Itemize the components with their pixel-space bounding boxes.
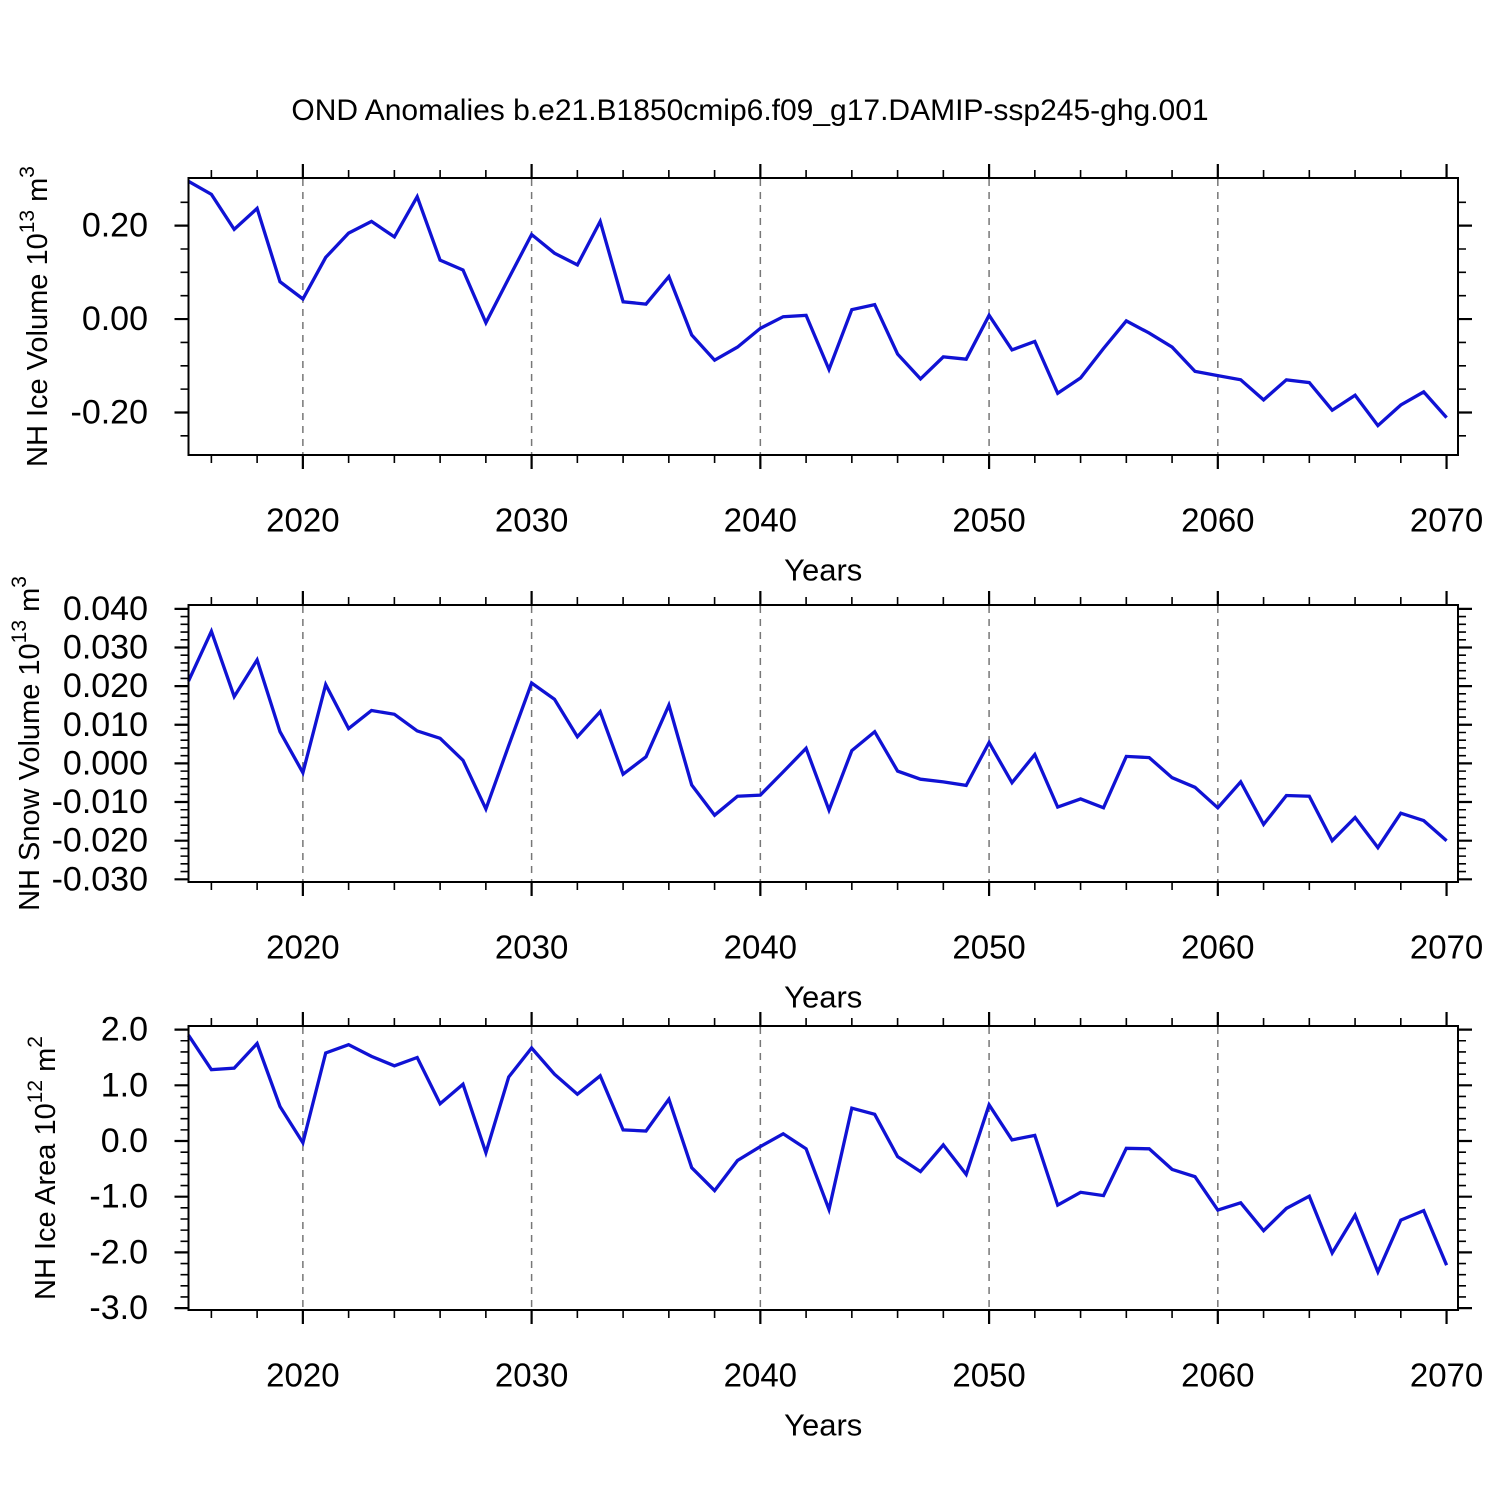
x-tick-label: 2040 [724,502,797,539]
x-axis-title: Years [784,980,862,1015]
y-tick-label: 0.020 [63,667,148,705]
major-ticks [174,1012,1472,1324]
y-tick-label: -0.20 [71,393,149,431]
chart-title: OND Anomalies b.e21.B1850cmip6.f09_g17.D… [291,94,1209,127]
minor-ticks [180,170,1466,463]
plot-frame [187,1025,1459,1311]
y-axis-title: NH Ice Area 1012 m2 [24,1036,63,1300]
nh-ice-area-line [187,1034,1449,1277]
x-tick-label: 2020 [266,502,339,539]
x-tick-label: 2030 [495,929,568,966]
x-tick-label: 2050 [952,929,1025,966]
y-axis-title: NH Ice Volume 1013 m3 [16,166,55,467]
y-tick-label: -1.0 [89,1178,148,1216]
major-ticks [174,591,1472,896]
y-tick-label: -0.020 [52,822,148,860]
plot-frame [187,177,1459,456]
y-tick-label: 0.040 [63,590,148,628]
plot-frame [187,604,1459,883]
x-tick-label: 2020 [266,929,339,966]
x-tick-label: 2050 [952,502,1025,539]
y-tick-label: 2.0 [101,1011,148,1049]
x-tick-label: 2040 [724,1357,797,1394]
x-tick-label: 2070 [1410,502,1483,539]
nh-ice-volume-line [187,179,1448,429]
x-tick-label: 2040 [724,929,797,966]
x-tick-label: 2030 [495,502,568,539]
x-axis-title: Years [784,553,862,588]
minor-ticks [180,1018,1466,1318]
y-tick-label: -2.0 [89,1233,148,1271]
y-tick-label: -3.0 [89,1289,148,1327]
y-tick-label: 0.010 [63,706,148,744]
x-tick-label: 2070 [1410,1357,1483,1394]
y-tick-label: 0.000 [63,744,148,782]
y-tick-label: 0.20 [82,207,148,245]
x-tick-label: 2060 [1181,929,1254,966]
nh-snow-volume-line [187,626,1448,851]
y-tick-label: -0.010 [52,783,148,821]
y-tick-label: -0.030 [52,860,148,898]
x-tick-label: 2030 [495,1357,568,1394]
x-tick-label: 2050 [952,1357,1025,1394]
major-ticks [174,164,1472,469]
x-tick-label: 2060 [1181,502,1254,539]
y-tick-label: 0.00 [82,300,148,338]
minor-ticks [180,597,1466,890]
y-axis-title: NH Snow Volume 1013 m3 [8,576,47,911]
x-tick-label: 2060 [1181,1357,1254,1394]
x-axis-title: Years [784,1408,862,1443]
y-tick-label: 0.030 [63,628,148,666]
x-tick-label: 2070 [1410,929,1483,966]
y-tick-label: 1.0 [101,1066,148,1104]
x-tick-label: 2020 [266,1357,339,1394]
y-tick-label: 0.0 [101,1122,148,1160]
